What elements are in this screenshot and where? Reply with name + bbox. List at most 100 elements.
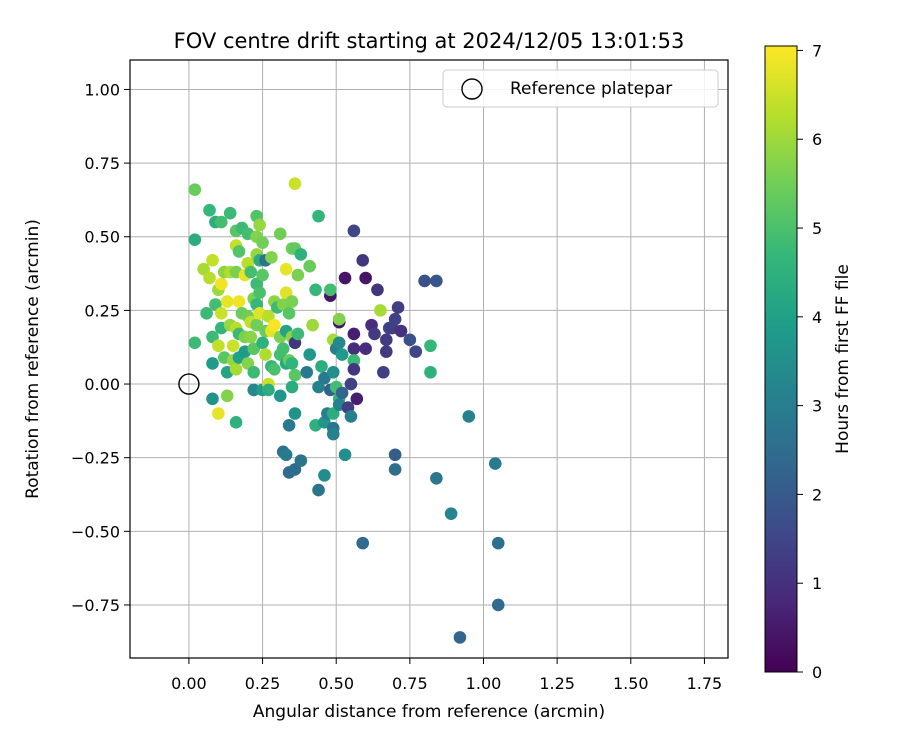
data-point bbox=[374, 304, 387, 317]
data-point bbox=[229, 363, 243, 376]
data-point bbox=[247, 383, 261, 397]
data-point bbox=[332, 312, 346, 326]
data-point bbox=[303, 348, 316, 361]
data-point bbox=[379, 345, 393, 358]
data-point bbox=[300, 365, 314, 379]
data-point bbox=[253, 286, 266, 300]
plot-frame bbox=[129, 59, 729, 659]
data-point bbox=[285, 357, 299, 370]
colorbar-tick-label: 7 bbox=[812, 41, 822, 60]
data-point bbox=[288, 407, 302, 420]
x-tick-label: 0.50 bbox=[318, 674, 354, 693]
data-point bbox=[394, 324, 408, 338]
data-point bbox=[291, 268, 305, 282]
data-point bbox=[379, 333, 393, 347]
data-point bbox=[424, 365, 437, 379]
data-point bbox=[344, 377, 358, 391]
data-point bbox=[279, 286, 293, 300]
data-point bbox=[268, 363, 281, 376]
x-tick-label: 0.75 bbox=[392, 674, 428, 693]
data-point bbox=[338, 448, 352, 462]
data-point bbox=[418, 274, 431, 288]
colorbar: 0 1 2 3 4 5 6 7 Hours from first FF file bbox=[764, 41, 853, 682]
data-point bbox=[318, 469, 331, 482]
legend-box bbox=[442, 69, 719, 108]
data-point bbox=[279, 262, 293, 276]
data-point bbox=[312, 380, 325, 394]
data-point bbox=[359, 342, 372, 355]
data-point bbox=[206, 392, 219, 406]
data-point bbox=[347, 354, 361, 367]
data-point bbox=[206, 330, 219, 344]
data-point bbox=[306, 318, 319, 332]
data-point bbox=[315, 360, 328, 373]
data-point bbox=[206, 357, 219, 370]
data-point bbox=[356, 254, 370, 267]
data-point bbox=[453, 631, 467, 644]
data-point bbox=[326, 427, 340, 441]
data-point bbox=[200, 307, 213, 320]
data-point bbox=[359, 271, 372, 285]
data-point bbox=[279, 448, 293, 462]
data-point bbox=[462, 410, 476, 423]
data-point bbox=[188, 233, 202, 246]
data-point bbox=[409, 345, 423, 358]
colorbar-tick-label: 4 bbox=[812, 308, 822, 327]
data-point bbox=[229, 416, 243, 429]
data-point bbox=[491, 536, 505, 550]
data-point bbox=[326, 407, 340, 420]
x-tick-label: 0.25 bbox=[245, 674, 281, 693]
colorbar-label: Hours from first FF file bbox=[833, 264, 853, 454]
data-point bbox=[388, 312, 402, 326]
colorbar-tick-label: 6 bbox=[812, 130, 822, 149]
y-tick-label: −0.75 bbox=[71, 596, 120, 615]
data-point bbox=[244, 265, 258, 279]
data-point bbox=[215, 307, 228, 320]
colorbar-tick-label: 0 bbox=[812, 663, 822, 682]
data-point bbox=[350, 392, 364, 406]
x-axis-ticks: 0.00 0.25 0.50 0.75 1.00 1.25 1.50 1.75 bbox=[171, 658, 722, 693]
data-point bbox=[262, 309, 275, 323]
data-point bbox=[262, 383, 275, 397]
data-point bbox=[259, 348, 272, 361]
data-point bbox=[430, 472, 443, 485]
data-point bbox=[232, 295, 246, 308]
data-point bbox=[312, 209, 325, 223]
data-point bbox=[273, 389, 287, 403]
data-point bbox=[220, 295, 234, 308]
data-point bbox=[241, 357, 255, 370]
colorbar-gradient bbox=[764, 45, 798, 673]
data-point bbox=[276, 342, 290, 355]
data-point bbox=[347, 342, 361, 355]
data-point bbox=[282, 307, 296, 320]
data-point bbox=[338, 271, 352, 285]
colorbar-tick-label: 1 bbox=[812, 574, 822, 593]
legend-marker-icon bbox=[461, 78, 483, 100]
y-tick-label: 1.00 bbox=[84, 80, 120, 99]
colorbar-tick-label: 2 bbox=[812, 485, 822, 504]
data-point bbox=[215, 215, 228, 229]
data-point bbox=[282, 418, 296, 432]
colorbar-tick-label: 5 bbox=[812, 219, 822, 238]
data-point bbox=[347, 327, 361, 341]
x-tick-label: 1.00 bbox=[466, 674, 502, 693]
data-point bbox=[232, 245, 246, 258]
data-point bbox=[347, 224, 361, 238]
data-point bbox=[335, 386, 349, 400]
data-point bbox=[206, 254, 219, 267]
data-point bbox=[197, 262, 210, 276]
x-tick-label: 1.75 bbox=[687, 674, 723, 693]
y-tick-label: 0.50 bbox=[84, 228, 120, 247]
data-point bbox=[326, 365, 340, 379]
x-tick-label: 1.25 bbox=[539, 674, 575, 693]
legend-entry-reference-platepar: Reference platepar bbox=[510, 79, 672, 99]
data-point bbox=[212, 339, 225, 353]
data-point bbox=[268, 318, 281, 332]
y-tick-label: 0.75 bbox=[84, 154, 120, 173]
data-point bbox=[209, 298, 222, 311]
data-point bbox=[488, 457, 502, 470]
colorbar-tick-label: 3 bbox=[812, 397, 822, 416]
